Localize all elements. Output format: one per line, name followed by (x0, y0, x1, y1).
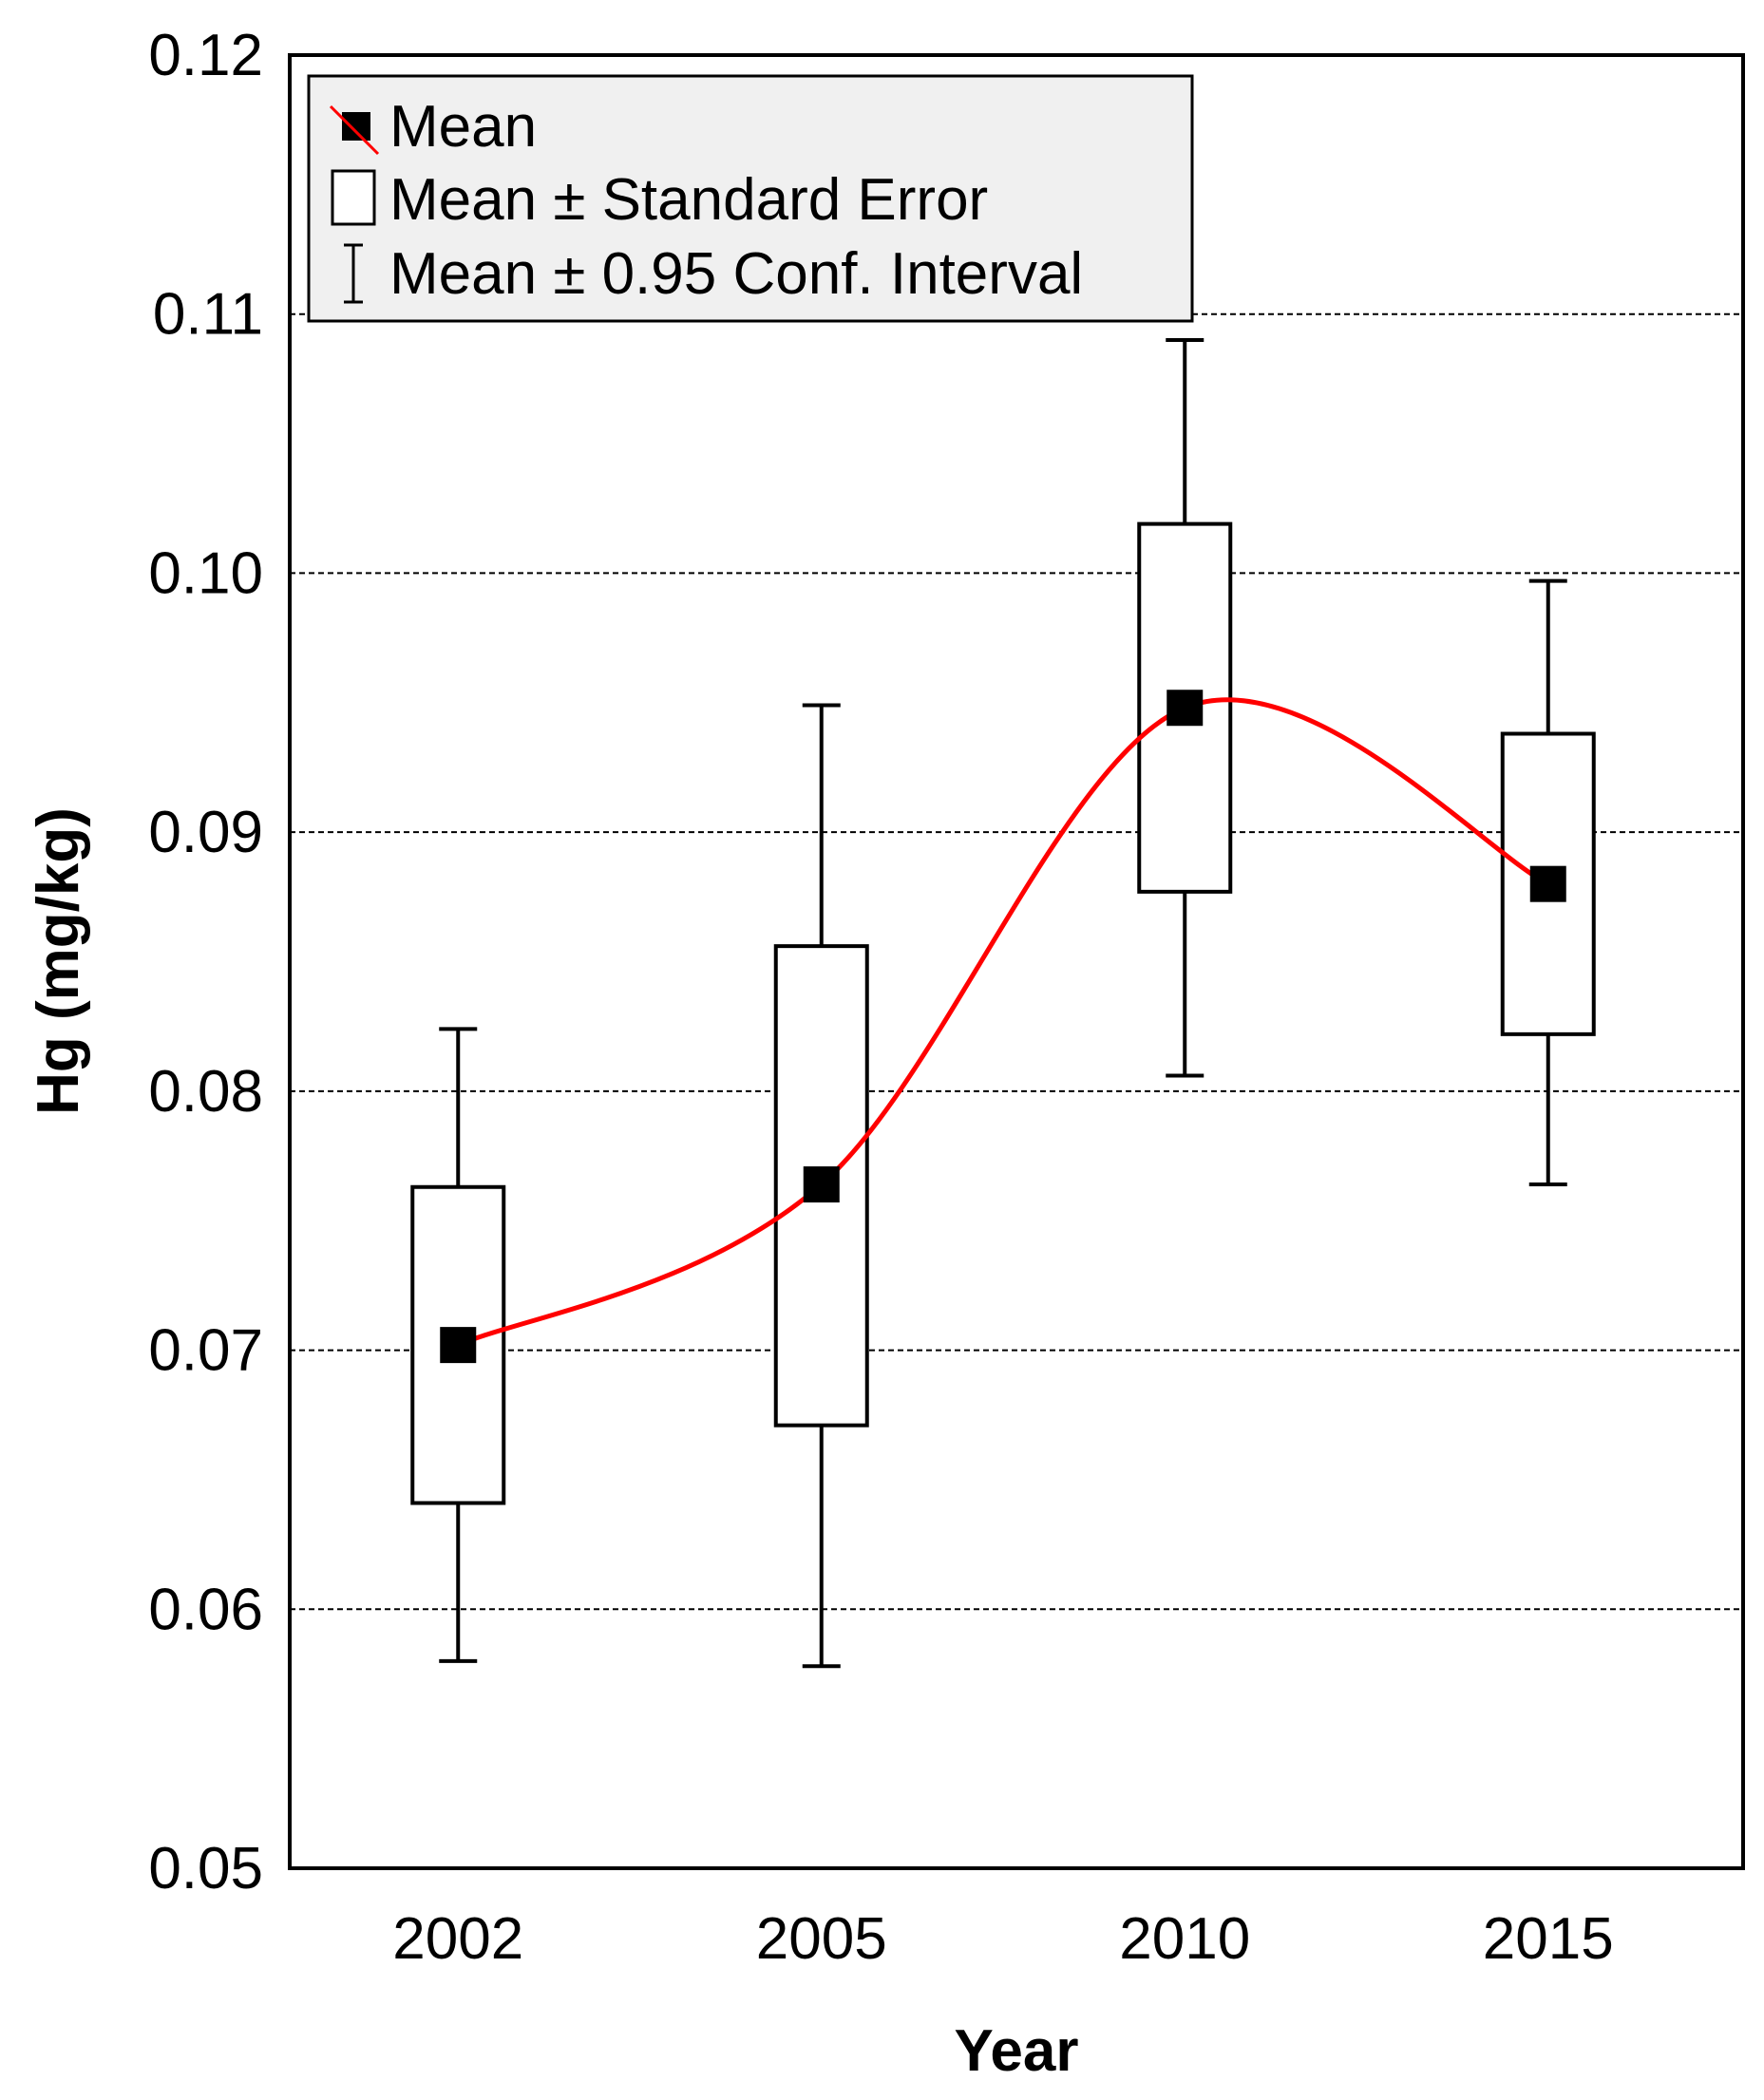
legend-entry-se: Mean ± Standard Error (389, 167, 988, 233)
x-tick-label: 2015 (1483, 1906, 1614, 1972)
x-tick-label: 2010 (1119, 1906, 1250, 1972)
trend-line (457, 697, 1549, 1348)
legend-ci-whisker-icon (344, 243, 363, 304)
legend-entry-ci: Mean ± 0.95 Conf. Interval (389, 241, 1083, 307)
x-tick-label: 2005 (756, 1906, 887, 1972)
plot-frame (288, 53, 1745, 1870)
legend-se-box-icon (331, 169, 376, 226)
legend: Mean Mean ± Standard Error Mean ± 0.95 C… (307, 74, 1194, 323)
y-axis-title: Hg (mg/kg) (26, 807, 91, 1115)
y-tick-label: 0.05 (148, 1836, 263, 1901)
x-axis-title: Year (954, 2018, 1078, 2084)
y-tick-label: 0.12 (148, 23, 263, 88)
y-tick-label: 0.08 (148, 1059, 263, 1125)
y-axis-ticks: 0.05 0.06 0.07 0.08 0.09 0.10 0.11 0.12 (148, 23, 263, 1901)
mean-markers (440, 690, 1566, 1364)
mean-marker (440, 1327, 477, 1364)
x-tick-label: 2002 (392, 1906, 523, 1972)
x-axis-ticks: 2002 2005 2010 2015 (392, 1906, 1613, 1972)
y-tick-label: 0.11 (153, 282, 263, 348)
mean-marker (1529, 865, 1566, 902)
legend-box (307, 74, 1194, 323)
boxes (410, 337, 1596, 1669)
y-tick-label: 0.06 (148, 1577, 263, 1642)
mean-marker (1167, 690, 1204, 727)
y-tick-label: 0.10 (148, 540, 263, 606)
legend-red-line-icon (329, 104, 380, 156)
mean-marker (803, 1166, 840, 1203)
y-tick-label: 0.07 (148, 1318, 263, 1384)
legend-entry-mean: Mean (389, 94, 537, 160)
y-tick-label: 0.09 (148, 800, 263, 865)
legend-mean-marker (342, 112, 370, 141)
